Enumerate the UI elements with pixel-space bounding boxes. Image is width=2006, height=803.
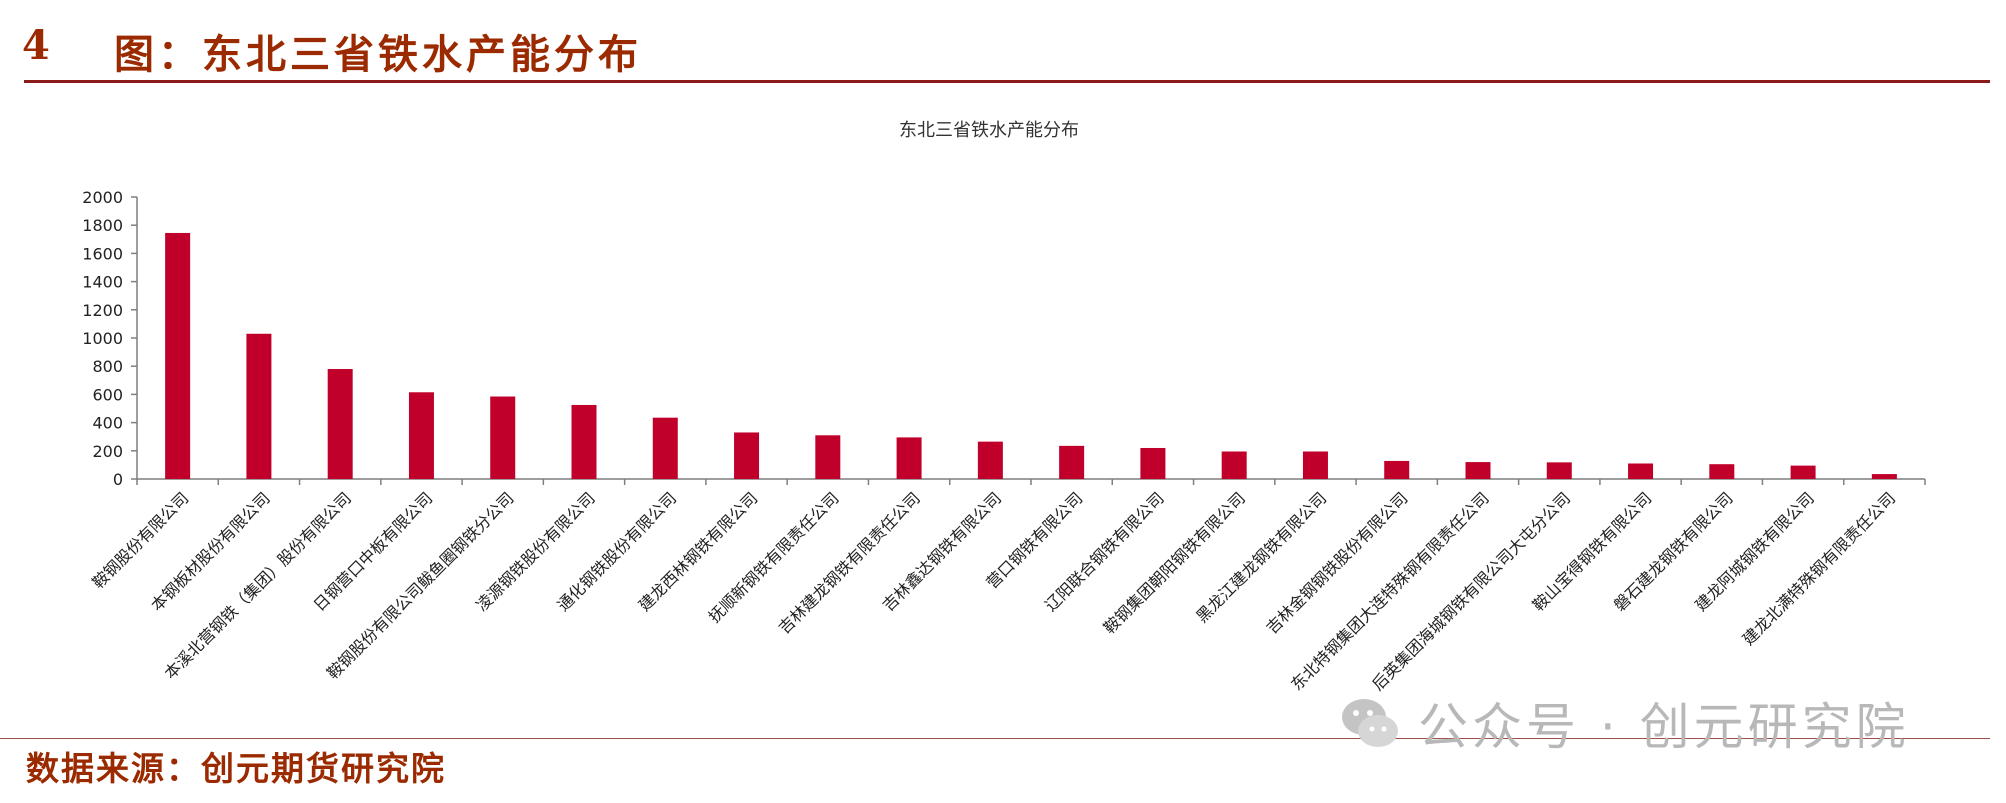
bar-chart: 东北三省铁水产能分布 0 200 400 600 800 1000 1200 1400 1600… [82,120,1926,694]
data-source: 数据来源：创元期货研究院 [26,749,446,788]
y-tick-label: 1400 [82,273,123,292]
y-axis: 0 200 400 600 800 1000 1200 1400 1600 1800 2000 [82,188,138,489]
bar [1384,460,1410,479]
bar [1302,451,1328,479]
y-tick-label: 800 [92,357,123,376]
y-tick-label: 0 [113,470,123,489]
watermark-text: 公众号 · 创元研究院 [1418,698,1910,756]
bar [1059,445,1085,479]
wechat-icon [1338,691,1402,755]
bar [327,369,353,479]
bar [1546,462,1572,479]
y-tick-label: 1000 [82,329,123,348]
bar [652,417,678,479]
category-label: 黑龙江建龙钢铁有限公司 [1192,488,1330,626]
bar [246,333,272,479]
bar [165,232,191,479]
category-label: 吉林建龙钢铁有限责任公司 [775,488,924,637]
bar [1709,464,1735,479]
bar [734,432,760,479]
chart-title: 东北三省铁水产能分布 [899,120,1079,141]
footer-divider [0,738,1990,739]
category-label: 吉林金钢钢铁股份有限公司 [1262,488,1411,637]
y-tick-label: 400 [92,414,123,433]
y-tick-label: 1600 [82,244,123,263]
bar [815,435,841,479]
bar [1465,462,1491,479]
y-tick-label: 1200 [82,301,123,320]
category-label: 抚顺新钢铁有限责任公司 [705,488,843,626]
bar [571,404,597,479]
y-tick-label: 2000 [82,188,123,207]
bar [1140,447,1166,479]
y-tick-label: 600 [92,385,123,404]
y-tick-label: 200 [92,442,123,461]
watermark: 公众号 · 创元研究院 [1338,688,1910,758]
bar [977,441,1003,479]
category-labels: 鞍钢股份有限公司本钢板材股份有限公司本溪北营钢铁（集团）股份有限公司日钢营口中板… [89,488,1900,694]
bar [490,396,516,479]
figure-header: 4 图：东北三省铁水产能分布 [0,0,2006,90]
bar-series [165,232,1897,479]
figure-title: 图：东北三省铁水产能分布 [114,31,642,78]
category-label: 鞍钢集团朝阳钢铁有限公司 [1100,488,1249,637]
bar [896,437,922,479]
x-axis [136,478,1926,485]
bar [1221,451,1247,479]
bar [1871,474,1897,479]
category-label: 建龙北满特殊钢有限责任公司 [1739,488,1900,649]
bar [1790,465,1816,479]
y-tick-label: 1800 [82,216,123,235]
bar [408,392,434,479]
figure-number: 4 [22,22,50,69]
bar [1628,463,1654,479]
header-divider [24,80,1990,83]
